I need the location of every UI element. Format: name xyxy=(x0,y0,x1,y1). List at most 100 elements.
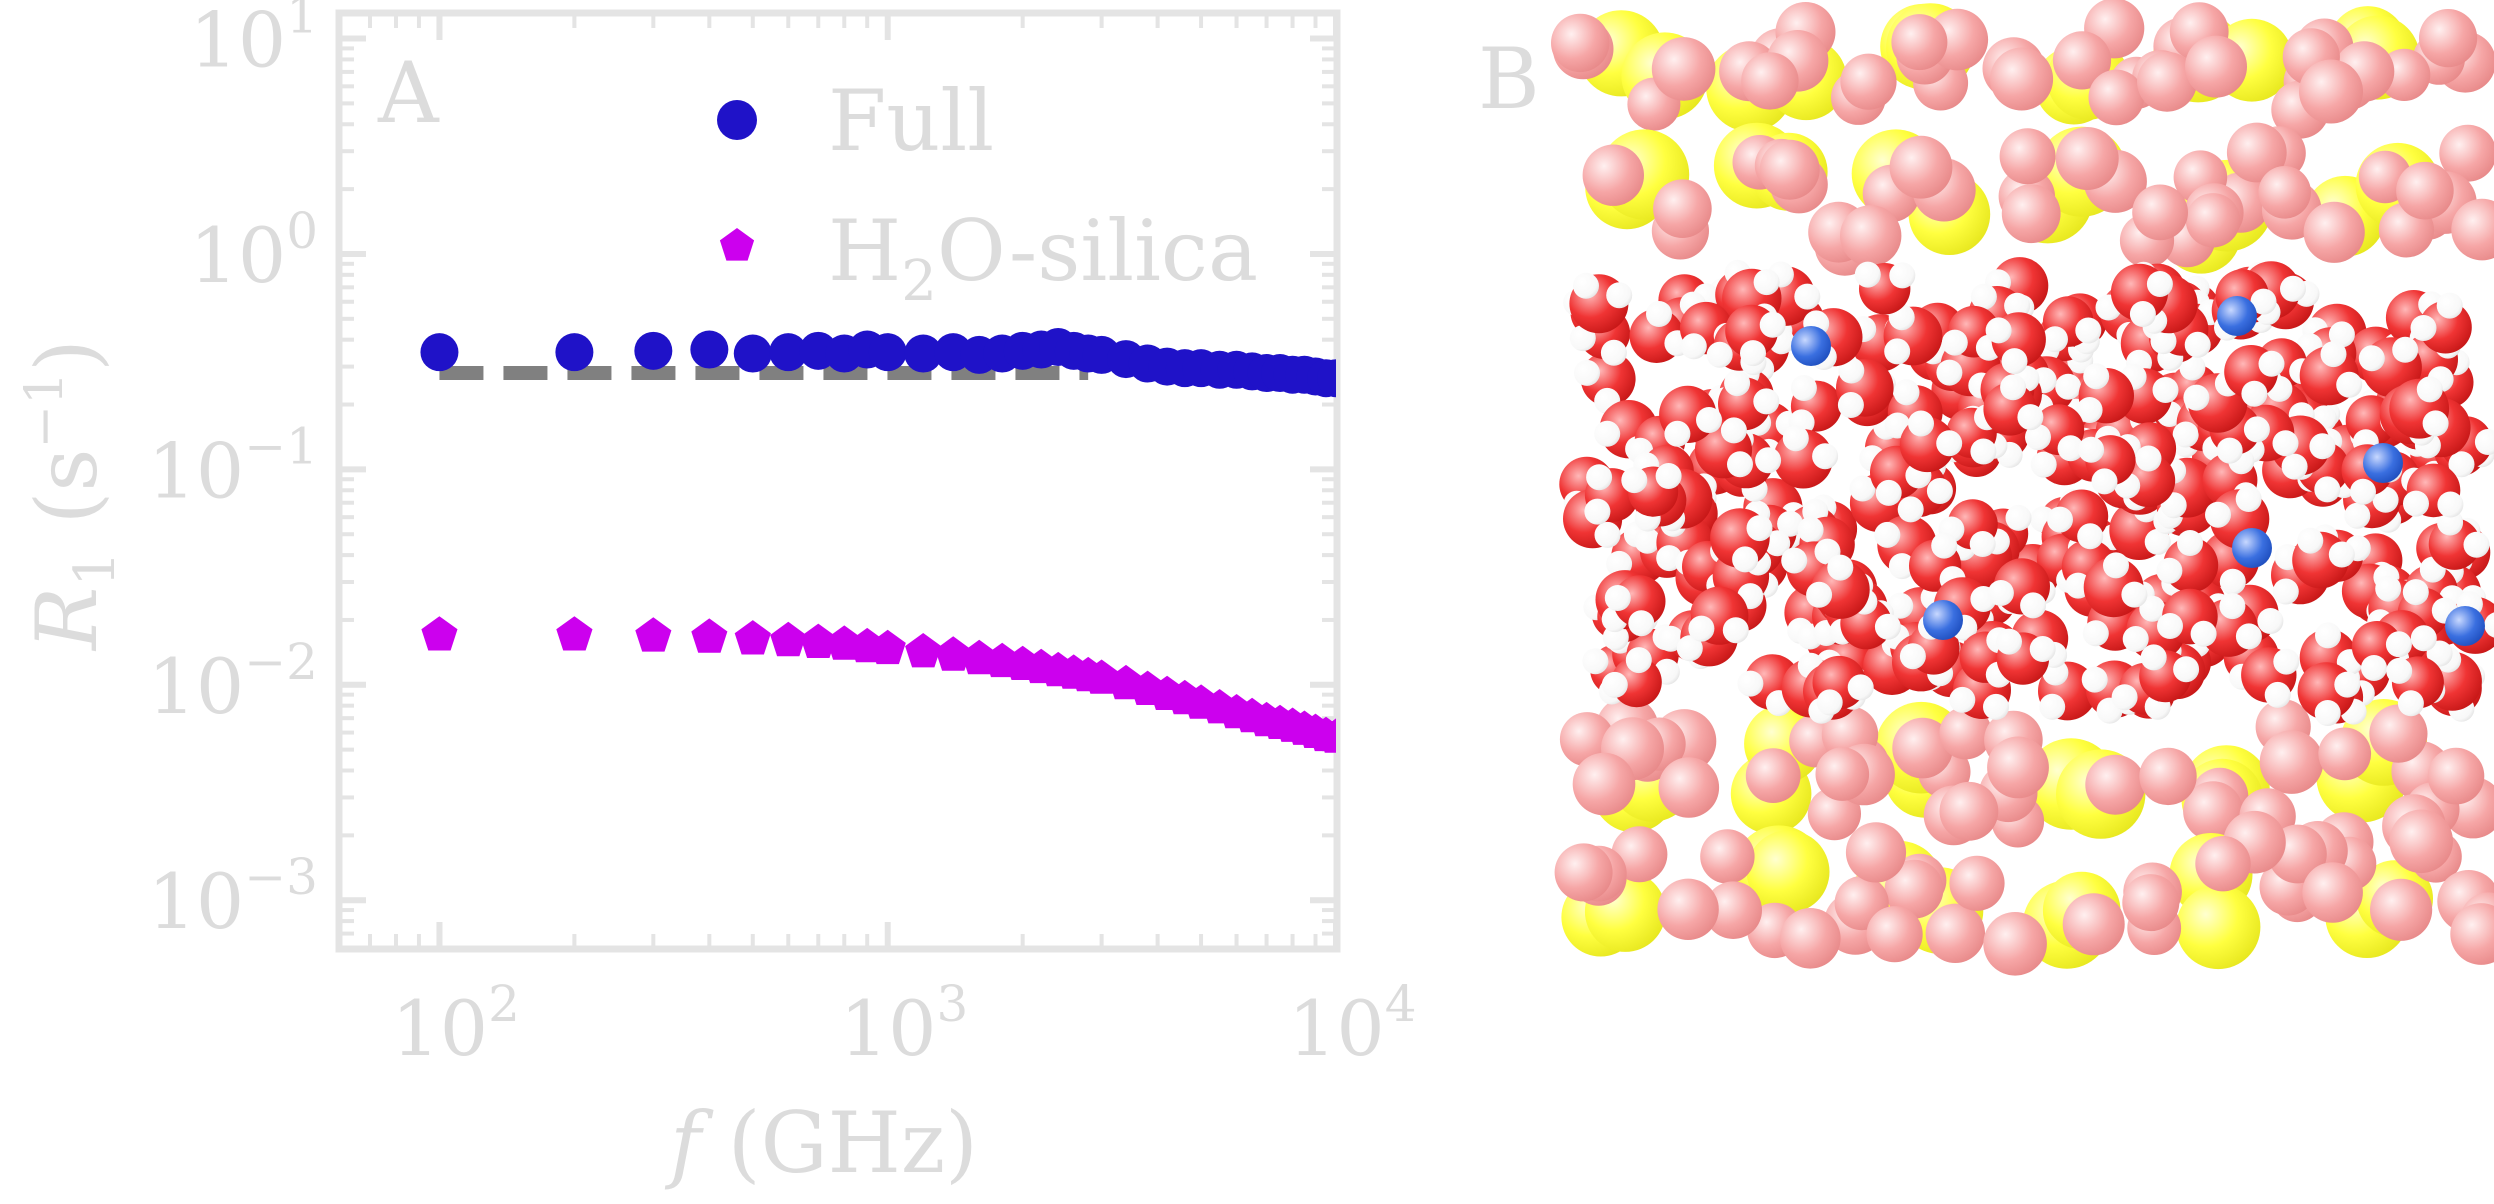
y-tick-label: 10−3 xyxy=(148,848,318,946)
water-oxygen-atom xyxy=(2351,621,2403,672)
water-hydrogen-atom xyxy=(1746,515,1773,542)
water-hydrogen-atom xyxy=(1936,359,1963,386)
silica-oxygen-atom xyxy=(2185,35,2247,98)
silica-oxygen-atom xyxy=(2302,862,2363,923)
x-tick-labels: 102 103 104 xyxy=(391,975,1416,1073)
legend-label-h2o-silica: H2O-silica xyxy=(828,202,1258,314)
water-hydrogen-atom xyxy=(2397,690,2424,717)
water-hydrogen-atom xyxy=(2030,451,2057,478)
water-hydrogen-atom xyxy=(2375,575,2402,602)
silica-oxygen-atom xyxy=(2088,69,2145,126)
water-hydrogen-atom xyxy=(1816,689,1843,716)
water-hydrogen-atom xyxy=(2017,404,2044,431)
water-hydrogen-atom xyxy=(1737,670,1764,697)
water-hydrogen-atom xyxy=(1926,478,1953,504)
water-hydrogen-atom xyxy=(2139,595,2166,622)
silica-oxygen-atom xyxy=(1700,829,1755,884)
water-hydrogen-atom xyxy=(1970,283,1997,310)
water-hydrogen-atom xyxy=(1628,610,1655,637)
water-hydrogen-atom xyxy=(1854,261,1881,288)
silica-oxygen-atom xyxy=(1582,144,1645,206)
water-hydrogen-atom xyxy=(2091,468,2118,495)
water-hydrogen-atom xyxy=(1625,647,1652,674)
silica-oxygen-atom xyxy=(2139,747,2197,806)
water-hydrogen-atom xyxy=(2177,530,2203,556)
water-hydrogen-atom xyxy=(2235,486,2262,512)
silica-oxygen-atom xyxy=(1892,717,1953,779)
water-oxygen-atom xyxy=(1613,575,1666,628)
major-ticks xyxy=(340,14,1339,948)
water-hydrogen-atom xyxy=(2392,336,2419,363)
data-point-h2o-silica xyxy=(935,636,972,671)
water-hydrogen-atom xyxy=(2358,345,2385,372)
data-point-h2o-silica xyxy=(869,629,906,665)
water-hydrogen-atom xyxy=(2372,486,2399,513)
silica-oxygen-atom xyxy=(2303,201,2365,263)
silica-oxygen-atom xyxy=(2427,747,2485,805)
water-hydrogen-atom xyxy=(1680,333,1707,360)
water-hydrogen-atom xyxy=(2150,328,2177,355)
silica-oxygen-atom xyxy=(1983,912,2047,976)
water-hydrogen-atom xyxy=(2078,436,2105,463)
water-hydrogen-atom xyxy=(1764,530,1791,557)
water-hydrogen-atom xyxy=(1874,521,1901,548)
water-hydrogen-atom xyxy=(1759,311,1786,338)
ion-atom xyxy=(1923,600,1963,640)
water-hydrogen-atom xyxy=(1806,581,1833,608)
silica-oxygen-atom xyxy=(2299,59,2363,124)
silica-oxygen-atom xyxy=(1745,748,1801,803)
data-point-full xyxy=(868,333,907,372)
data-point-full xyxy=(420,333,459,372)
silica-oxygen-atom xyxy=(1658,757,1720,818)
water-hydrogen-atom xyxy=(1781,547,1808,574)
silica-oxygen-atom xyxy=(2062,893,2125,956)
ion-atom xyxy=(2363,443,2403,483)
silica-oxygen-atom xyxy=(1759,139,1820,200)
water-hydrogen-atom xyxy=(2297,527,2324,554)
data-point-full xyxy=(1317,359,1336,398)
ion-atom xyxy=(2232,528,2272,568)
water-hydrogen-atom xyxy=(2272,430,2299,457)
water-hydrogen-atom xyxy=(2152,377,2179,403)
water-hydrogen-atom xyxy=(1888,553,1915,580)
silica-oxygen-atom xyxy=(1551,13,1610,73)
silica-oxygen-atom xyxy=(1651,37,1716,101)
water-hydrogen-atom xyxy=(1755,447,1782,474)
water-hydrogen-atom xyxy=(1664,420,1691,447)
water-hydrogen-atom xyxy=(1985,317,2012,344)
x-tick-label: 103 xyxy=(840,975,969,1073)
water-hydrogen-atom xyxy=(2258,350,2285,377)
water-hydrogen-atom xyxy=(1970,438,1997,465)
silica-oxygen-atom xyxy=(1939,781,1999,841)
ion-atom xyxy=(2217,296,2257,336)
water-hydrogen-atom xyxy=(1838,357,1865,384)
water-hydrogen-atom xyxy=(2029,636,2056,662)
water-hydrogen-atom xyxy=(2416,376,2443,403)
water-hydrogen-atom xyxy=(2328,541,2355,568)
water-hydrogen-atom xyxy=(1931,532,1958,559)
water-hydrogen-atom xyxy=(2235,623,2262,650)
water-hydrogen-atom xyxy=(2410,625,2437,652)
water-hydrogen-atom xyxy=(2179,354,2206,381)
silica-oxygen-atom xyxy=(1840,53,1897,110)
series-full xyxy=(420,327,1336,398)
x-tick-label: 102 xyxy=(391,975,520,1073)
water-hydrogen-atom xyxy=(1753,269,1780,296)
water-hydrogen-atom xyxy=(2219,593,2246,620)
panel-letter-a: A xyxy=(377,44,440,142)
silica-oxygen-atom xyxy=(2259,730,2324,794)
silica-oxygen-atom xyxy=(1554,843,1613,902)
water-oxygen-atom xyxy=(1611,656,1662,708)
y-tick-label: 10−1 xyxy=(148,417,318,515)
water-hydrogen-atom xyxy=(2410,315,2437,341)
silica-oxygen-atom xyxy=(2055,127,2119,190)
water-hydrogen-atom xyxy=(2350,478,2376,505)
ion-atom xyxy=(2445,606,2485,646)
water-hydrogen-atom xyxy=(1849,475,1876,502)
silica-oxygen-atom xyxy=(2389,809,2453,874)
y-tick-label: 100 xyxy=(189,202,318,300)
water-hydrogen-atom xyxy=(1586,464,1613,491)
silica-oxygen-atom xyxy=(1884,859,1944,919)
panel-letter-b: B xyxy=(1478,30,1540,128)
silica-oxygen-atom xyxy=(1990,47,2054,111)
